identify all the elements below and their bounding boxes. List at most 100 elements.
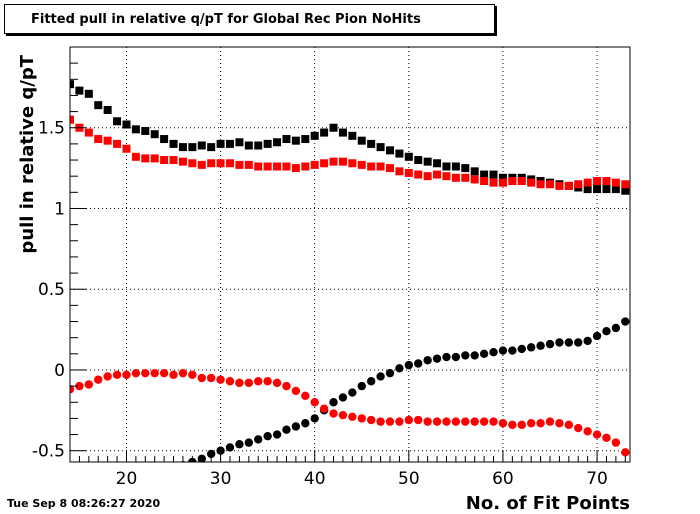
series-3-circle-point: [103, 372, 112, 381]
series-1-square-point: [348, 159, 357, 168]
series-1-square-point: [461, 173, 470, 182]
series-1-square-point: [122, 144, 131, 153]
series-3-circle-point: [611, 438, 621, 447]
series-3-circle-point: [206, 373, 216, 383]
series-2-circle-point: [555, 338, 564, 347]
series-3-circle-point: [178, 368, 188, 378]
series-3-circle-point: [348, 412, 357, 421]
series-2-circle-point: [301, 419, 310, 428]
series-1-square-point: [235, 160, 244, 169]
series-2-circle-point: [404, 360, 414, 370]
series-3-circle-point: [282, 381, 291, 391]
series-2-circle-point: [526, 343, 536, 352]
series-1-square-point: [301, 162, 310, 171]
series-2-circle-point: [291, 422, 301, 431]
series-3-circle-point: [254, 377, 263, 386]
series-1-square-point: [310, 160, 319, 169]
series-0-square-point: [141, 126, 150, 135]
series-1-square-point: [433, 170, 442, 179]
series-1-square-point: [527, 178, 536, 187]
axis-ticks: 20 30 40 50 60 70 -0.5 0 0.5 1 1.5: [32, 62, 626, 489]
series-0-square-point: [273, 138, 282, 147]
x-tick-label: 70: [586, 469, 608, 489]
series-0-square-point: [593, 185, 602, 194]
series-3-circle-point: [385, 417, 395, 426]
series-3-circle-point: [197, 373, 206, 383]
series-2-circle-point: [310, 414, 319, 423]
series-1-square-point: [498, 178, 507, 187]
series-0-square-point: [480, 170, 489, 179]
series-3-circle-point: [235, 378, 244, 388]
x-tick-label: 40: [304, 469, 326, 489]
series-1-square-point: [94, 135, 103, 144]
series-3-circle-point: [621, 448, 630, 457]
series-0-square-point: [70, 80, 74, 89]
series-2-circle-point: [272, 430, 282, 439]
series-1-square-point: [386, 164, 394, 173]
series-3-circle-point: [272, 378, 282, 388]
series-3-circle-point: [545, 417, 555, 426]
series-2-circle-point: [621, 317, 630, 326]
series-0-square-point: [348, 131, 357, 140]
series-1-square-point: [244, 160, 253, 169]
y-tick-label: 0.5: [38, 280, 65, 300]
series-3-circle-point: [150, 368, 159, 378]
series-2-circle-point: [395, 364, 404, 373]
series-2-circle-point: [235, 440, 244, 449]
series-0-square-point: [94, 101, 103, 110]
x-tick-label: 50: [398, 469, 420, 489]
series-3-circle-point: [70, 385, 75, 394]
series-3-circle-point: [555, 419, 564, 428]
series-1-square-point: [480, 177, 489, 186]
series-0-square-point: [197, 141, 206, 150]
series-2-circle-point: [254, 435, 263, 444]
series-3-circle-point: [216, 375, 225, 384]
series-3-circle-point: [310, 398, 319, 407]
series-1-square-point: [404, 168, 413, 177]
series-3-circle-point: [338, 410, 348, 420]
series-1-square-point: [357, 160, 366, 169]
series-1-square-point: [564, 181, 573, 190]
chart-title: Fitted pull in relative q/pT for Global …: [31, 11, 421, 27]
series-1-square-point: [131, 152, 140, 161]
series-1-square-point: [254, 162, 263, 171]
series-0-square-point: [461, 164, 470, 173]
series-0-square-point: [621, 186, 630, 195]
series-0-square-point: [301, 135, 310, 144]
series-2-circle-point: [470, 351, 479, 360]
series-1-square-point: [395, 167, 404, 176]
series-1-square-point: [70, 115, 74, 124]
series-3-circle-point: [498, 419, 508, 428]
series-0-square-point: [433, 159, 442, 168]
series-3-circle-point: [225, 377, 235, 386]
series-2-circle-point: [348, 388, 357, 397]
series-3-circle-point: [423, 417, 432, 426]
series-2-circle-point: [611, 323, 621, 333]
series-2-circle-point: [602, 327, 611, 336]
series-0-square-point: [310, 131, 319, 140]
series-2-circle-point: [225, 443, 235, 452]
series-3-circle-point: [526, 419, 536, 428]
series-0-square-point: [386, 146, 394, 155]
series-3-circle-point: [188, 370, 197, 380]
series-2-circle-point: [338, 393, 348, 402]
series-1-square-point: [367, 162, 376, 171]
series-3-circle-point: [602, 433, 611, 442]
series-2-circle-point: [564, 338, 574, 347]
series-2-circle-point: [451, 352, 461, 362]
y-axis-label: pull in relative q/pT: [17, 54, 38, 253]
y-tick-label: -0.5: [32, 442, 65, 462]
series-0-square-point: [451, 162, 460, 171]
grid: [70, 47, 630, 462]
series-1-square-point: [103, 136, 112, 145]
series-0-square-point: [376, 143, 385, 152]
series-2-circle-point: [414, 359, 423, 368]
series-3-circle-point: [357, 414, 366, 423]
series-2-circle-point: [432, 354, 442, 363]
series-0-square-point: [131, 125, 140, 134]
series-3-circle-point: [301, 391, 310, 400]
series-2-circle-point: [244, 438, 254, 447]
series-1-square-point: [508, 177, 517, 186]
series-2-circle-point: [423, 356, 432, 365]
